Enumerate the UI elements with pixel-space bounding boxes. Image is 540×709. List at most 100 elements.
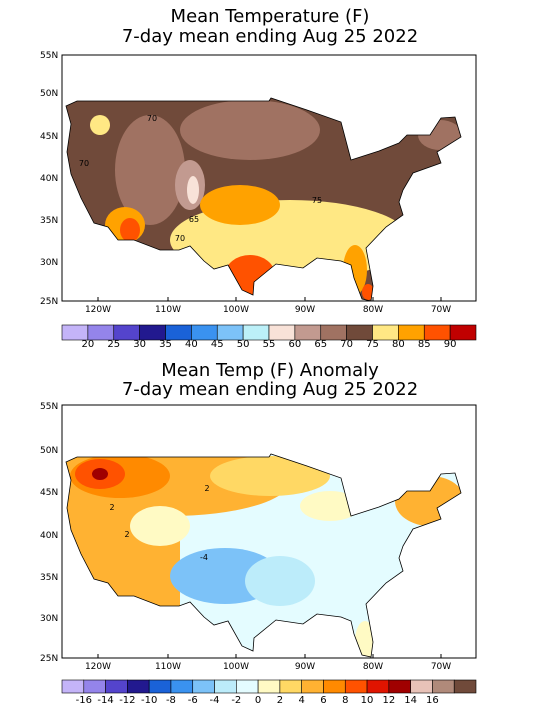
lat-label: 45N [40,132,58,142]
lon-label: 70W [431,305,451,315]
lon-label: 120W [85,305,111,315]
contour-label: 2 [204,484,209,493]
colorbar-box [127,679,150,694]
colorbar-label: 40 [185,339,198,350]
lon-label: 80W [363,662,383,672]
lat-label: 50N [40,446,58,456]
colorbar-label: 20 [82,339,95,350]
lat-label: 45N [40,488,58,498]
colorbar-box [257,679,281,694]
contour-label: 2 [124,530,129,539]
colorbar-box [139,324,166,341]
contour-label: 75 [312,196,322,205]
lon-label: 70W [431,662,451,672]
colorbar-box [320,324,347,341]
lon-label: 100W [223,662,249,672]
colorbar-box [87,324,115,341]
colorbar-box [216,324,244,341]
title: 7-day mean ending Aug 25 2022 [122,379,418,400]
colorbar-box [148,679,172,694]
colorbar-label: 60 [289,339,302,350]
lat-label: 40N [40,531,58,541]
colorbar-box [268,324,296,341]
colorbar-label: 12 [382,695,395,706]
colorbar-box [191,324,218,341]
colorbar-box [372,324,399,341]
colorbar-box [453,679,477,694]
colorbar-box [83,679,106,694]
colorbar-label: 90 [444,339,457,350]
lon-label: 90W [295,305,315,315]
colorbar-box [323,679,346,694]
colorbar-label: -12 [119,695,135,706]
title: Mean Temperature (F) [171,6,370,27]
panel: Mean Temperature (F) 7-day mean ending A… [40,6,477,350]
colorbar-box [366,679,390,694]
colorbar-box [236,679,259,694]
colorbar-label: 35 [159,339,172,350]
map [62,405,476,658]
colorbar-box [170,679,194,694]
map [62,55,476,301]
lat-label: 55N [40,51,58,61]
colorbar-label: -14 [97,695,113,706]
colorbar-label: 14 [404,695,417,706]
lat-label: 55N [40,402,58,412]
colorbar-label: -8 [166,695,176,706]
contour-label: 70 [79,159,89,168]
contour-label: 70 [175,234,185,243]
colorbar-label: 85 [418,339,431,350]
contour-label: 70 [147,114,157,123]
colorbar-label: 6 [320,695,326,706]
colorbar-box [344,679,368,694]
lon-label: 110W [155,662,181,672]
colorbar-box [61,679,85,694]
colorbar-box [346,324,373,341]
colorbar-label: 80 [392,339,405,350]
lon-label: 90W [295,662,315,672]
colorbar-label: 45 [211,339,224,350]
colorbar-label: 4 [298,695,304,706]
lat-label: 25N [40,654,58,664]
colorbar-label: 16 [426,695,439,706]
colorbar-label: 55 [263,339,276,350]
colorbar-box [165,324,192,341]
colorbar-label: 0 [255,695,261,706]
lat-label: 35N [40,216,58,226]
colorbar-box [242,324,270,341]
colorbar-label: -2 [231,695,241,706]
colorbar-box [294,324,322,341]
colorbar-box [214,679,237,694]
colorbar-box [61,324,89,341]
colorbar-box [192,679,215,694]
lon-label: 100W [223,305,249,315]
colorbar-label: 30 [133,339,146,350]
title: 7-day mean ending Aug 25 2022 [122,26,418,47]
title: Mean Temp (F) Anomaly [161,360,379,381]
lat-label: 30N [40,258,58,268]
lat-label: 35N [40,573,58,583]
lat-label: 30N [40,614,58,624]
colorbar-label: 25 [107,339,120,350]
colorbar-label: 75 [366,339,379,350]
colorbar-label: 10 [361,695,374,706]
colorbar-box [449,324,477,341]
colorbar-box [423,324,451,341]
colorbar-box [301,679,324,694]
contour-label: 65 [189,215,199,224]
colorbar-label: -4 [210,695,220,706]
frame [61,404,477,659]
colorbar-label: 50 [237,339,250,350]
contour-label: -4 [200,553,208,562]
lon-label: 120W [85,662,111,672]
colorbar-box [105,679,128,694]
colorbar-box [410,679,433,694]
colorbar-label: 8 [342,695,348,706]
colorbar-label: 2 [277,695,283,706]
colorbar-label: -6 [188,695,198,706]
colorbar-box [113,324,140,341]
lat-label: 50N [40,89,58,99]
colorbar-box [388,679,411,694]
colorbar-box [279,679,302,694]
